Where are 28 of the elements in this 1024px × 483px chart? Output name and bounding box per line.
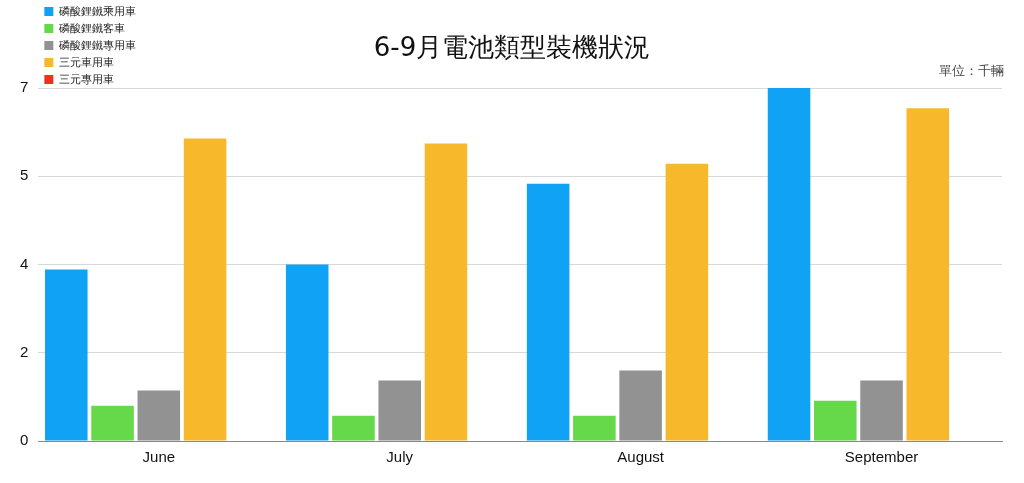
y-tick-label: 4 (20, 254, 29, 272)
bar (285, 264, 329, 441)
x-tick-label: August (617, 448, 665, 466)
bar (665, 163, 709, 441)
text: 單位：千輛 (939, 62, 1004, 80)
legend-label: 磷酸鋰鐵乘用車 (57, 4, 136, 17)
bar (906, 108, 950, 441)
y-tick-label: 7 (20, 78, 29, 96)
y-tick-label: 5 (20, 166, 29, 184)
x-tick-label: September (844, 448, 919, 466)
legend-label: 磷酸鋰鐵客車 (57, 21, 125, 34)
legend-label: 三元車用車 (58, 55, 114, 68)
x-tick-label: July (386, 448, 414, 466)
x-tick-label: June (142, 448, 176, 466)
chart-title: 6-9月電池類型裝機狀況 (373, 32, 651, 62)
legend-label: 三元專用車 (58, 72, 114, 85)
legend-label: 磷酸鋰鐵專用車 (57, 38, 136, 51)
bar (332, 415, 375, 441)
bar (45, 269, 88, 441)
bar (91, 405, 134, 441)
y-tick-label: 0 (20, 431, 29, 449)
bar (573, 415, 616, 441)
bar (526, 183, 570, 441)
y-tick-label: 2 (20, 342, 29, 360)
bar (183, 138, 227, 441)
bar (814, 400, 857, 441)
bar (767, 88, 811, 441)
bar (424, 143, 468, 441)
